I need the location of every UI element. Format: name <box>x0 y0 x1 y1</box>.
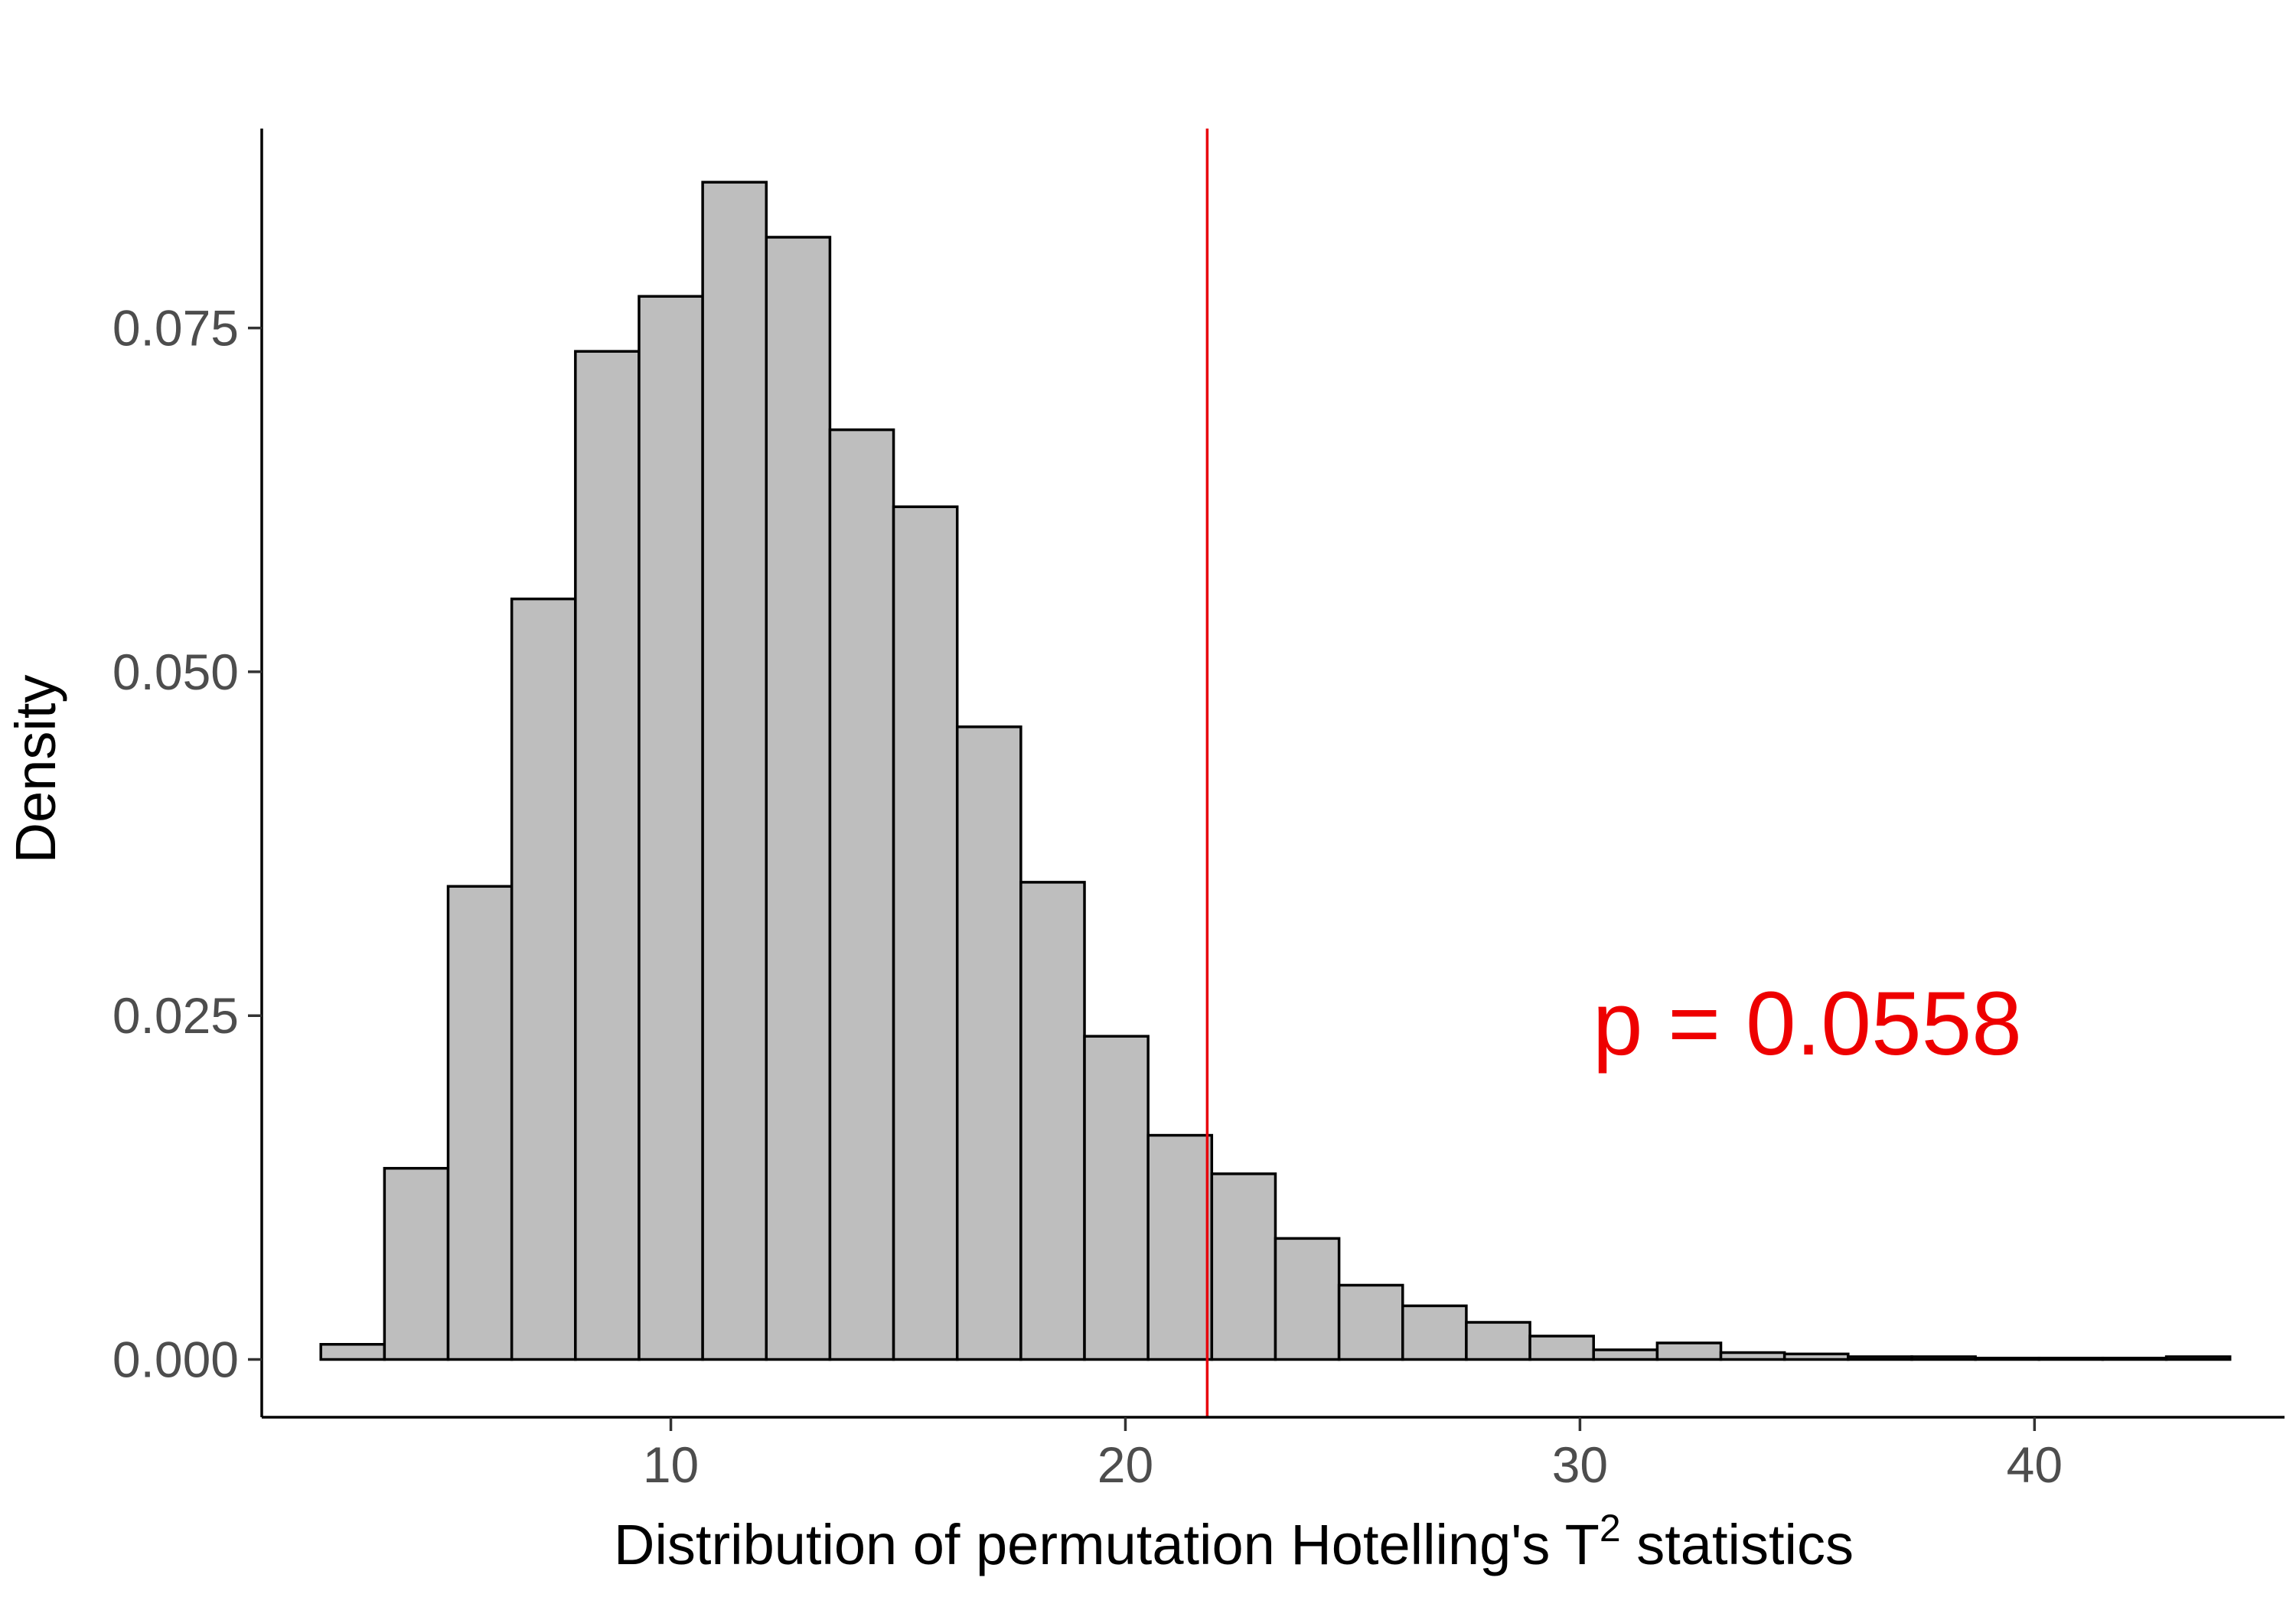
histogram-bar-24 <box>1782 1352 1850 1361</box>
x-axis-title: Distribution of permutation Hotelling's … <box>614 1507 1854 1576</box>
histogram-bar-27 <box>1974 1356 2041 1361</box>
x-tick-label: 30 <box>1552 1436 1608 1493</box>
histogram-bar-29 <box>2101 1356 2168 1361</box>
histogram-bar-8 <box>765 236 832 1361</box>
histogram-bar-30 <box>2164 1355 2232 1361</box>
y-tick-label: 0.075 <box>113 300 239 357</box>
histogram-bar-12 <box>1019 881 1086 1361</box>
axes <box>260 129 2285 1419</box>
histogram-bar-2 <box>383 1166 450 1361</box>
histogram-bar-7 <box>701 181 768 1361</box>
x-axis-title-suffix: statistics <box>1621 1513 1854 1576</box>
x-tick-label: 20 <box>1097 1436 1153 1493</box>
histogram-bar-20 <box>1528 1335 1595 1361</box>
x-axis-ticks: 10 20 30 40 <box>643 1417 2063 1493</box>
histogram-bar-3 <box>446 885 514 1361</box>
histogram-bars <box>319 181 2232 1361</box>
histogram-bar-1 <box>319 1342 386 1361</box>
histogram-bar-19 <box>1465 1321 1531 1361</box>
histogram-bar-28 <box>2037 1356 2105 1361</box>
histogram-bar-14 <box>1146 1133 1214 1361</box>
x-axis-title-main: Distribution of permutation Hotelling's … <box>614 1513 1600 1576</box>
x-tick-label: 40 <box>2007 1436 2063 1493</box>
y-axis-title: Density <box>4 675 67 864</box>
histogram-bar-23 <box>1719 1351 1786 1361</box>
y-tick-label: 0.025 <box>113 987 239 1044</box>
x-tick-label: 10 <box>643 1436 699 1493</box>
histogram-bar-9 <box>828 428 895 1361</box>
histogram-bar-10 <box>892 505 959 1361</box>
histogram-bar-18 <box>1401 1304 1468 1361</box>
histogram-bar-22 <box>1655 1341 1723 1361</box>
histogram-bar-15 <box>1210 1172 1277 1361</box>
histogram-bar-13 <box>1083 1035 1150 1361</box>
histogram-bar-6 <box>638 295 704 1361</box>
x-axis-title-superscript: 2 <box>1600 1507 1621 1550</box>
y-tick-label: 0.050 <box>113 644 239 700</box>
p-value-annotation: p = 0.0558 <box>1593 973 2022 1074</box>
histogram-bar-21 <box>1592 1348 1659 1361</box>
histogram-bar-11 <box>955 725 1022 1361</box>
y-axis-ticks: 0.000 0.025 0.050 0.075 <box>113 300 262 1388</box>
histogram-bar-16 <box>1274 1237 1341 1361</box>
histogram-bar-25 <box>1847 1355 1913 1361</box>
histogram-bar-17 <box>1337 1283 1404 1361</box>
histogram-bar-5 <box>574 350 641 1361</box>
histogram-bar-4 <box>510 597 577 1361</box>
y-tick-label: 0.000 <box>113 1332 239 1388</box>
histogram-bar-26 <box>1910 1355 1977 1361</box>
